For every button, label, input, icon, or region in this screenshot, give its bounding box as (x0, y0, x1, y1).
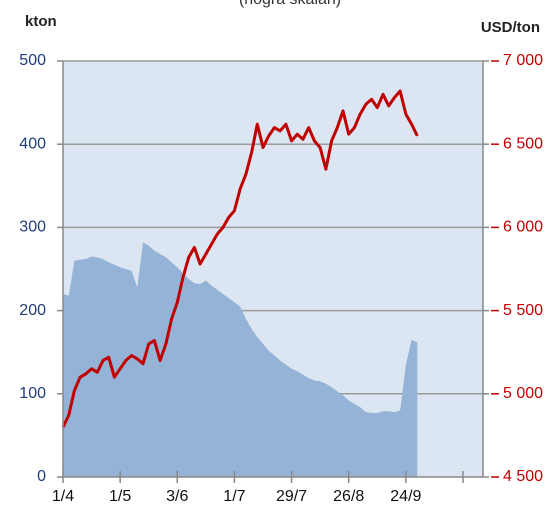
y-axis-label: kton (25, 13, 57, 30)
y2-tick-label: 6 500 (503, 135, 543, 152)
y2-tick-label: 4 500 (503, 468, 543, 485)
x-tick-label: 3/6 (166, 488, 188, 505)
y2-axis-label: USD/ton (481, 19, 540, 36)
y-tick-label: 500 (19, 52, 46, 69)
y-tick-label: 300 (19, 219, 46, 236)
x-tick-label: 1/5 (109, 488, 131, 505)
y2-tick-label: 7 000 (503, 52, 543, 69)
volume-area (63, 242, 418, 477)
subtitle: (högra skalan) (239, 0, 341, 8)
y-tick-label: 100 (19, 385, 46, 402)
x-tick-label: 26/8 (333, 488, 364, 505)
y-tick-label: 0 (37, 468, 46, 485)
x-tick-label: 1/4 (52, 488, 74, 505)
x-tick-label: 29/7 (276, 488, 307, 505)
price-line (61, 89, 419, 428)
y2-tick-label: 6 000 (503, 219, 543, 236)
y2-tick-label: 5 500 (503, 302, 543, 319)
y2-tick-label: 5 000 (503, 385, 543, 402)
y-tick-label: 400 (19, 135, 46, 152)
x-tick-label: 1/7 (223, 488, 245, 505)
y-tick-label: 200 (19, 302, 46, 319)
x-tick-label: 24/9 (390, 488, 421, 505)
